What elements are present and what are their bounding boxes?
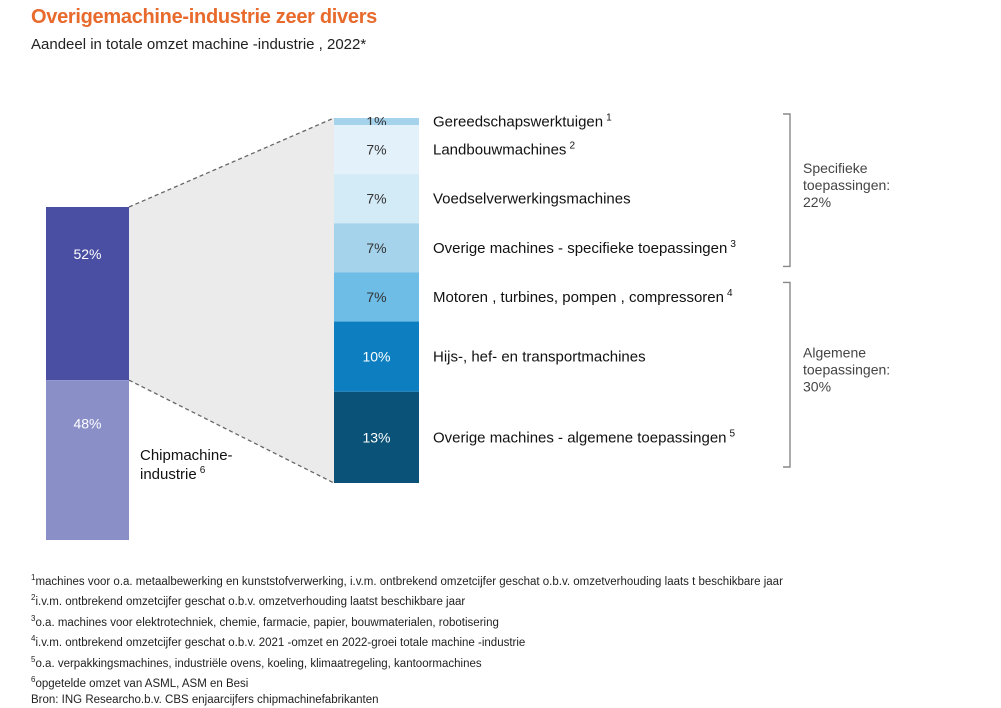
chart-subtitle: Aandeel in totale omzet machine -industr… — [31, 36, 367, 53]
right-bar-segment-4 — [334, 223, 419, 273]
left-bar-value-label: 52% — [73, 246, 101, 262]
left-category-label: Chipmachine- — [140, 447, 233, 464]
group-label: Specifieke — [803, 160, 868, 176]
right-category-label: Landbouwmachines 2 — [433, 141, 575, 159]
footnote-text: Bron: ING Researcho.b.v. CBS enjaarcijfe… — [31, 693, 379, 706]
right-bar-value-label: 7% — [366, 142, 386, 158]
group-label: toepassingen: — [803, 362, 890, 378]
chart-title: Overigemachine-industrie zeer divers — [31, 6, 378, 28]
group-label: 30% — [803, 379, 831, 395]
footnote-text: o.a. verpakkingsmachines, industriële ov… — [35, 657, 482, 670]
group-label: Algemene — [803, 345, 866, 361]
footnote-line: 5o.a. verpakkingsmachines, industriële o… — [31, 652, 783, 672]
footnote-text: opgetelde omzet van ASML, ASM en Besi — [35, 677, 249, 690]
chart-area: 52%48%Machine-industrieexcl. chipmachine… — [46, 113, 890, 540]
funnel-connector — [129, 118, 334, 483]
footnote-line: 4i.v.m. ontbrekend omzetcijfer geschat o… — [31, 631, 783, 651]
footnote-line: 1machines voor o.a. metaalbewerking en k… — [31, 570, 783, 590]
right-bar-segment-6 — [334, 321, 419, 392]
footnote-line: 6opgetelde omzet van ASML, ASM en Besi — [31, 672, 783, 692]
footnote-marker: 5 — [31, 654, 36, 664]
right-bar-segment-2 — [334, 125, 419, 175]
group-label: 22% — [803, 194, 831, 210]
footnote-marker: 1 — [31, 573, 36, 582]
left-bar-segment-1 — [46, 207, 129, 381]
left-category-label: industrie 6 — [140, 465, 206, 483]
group-bracket — [783, 113, 791, 268]
footnote-marker: 6 — [31, 675, 36, 685]
group-bracket — [783, 281, 791, 468]
footnote-marker: 4 — [31, 634, 36, 644]
left-bar-segment-2 — [46, 380, 129, 540]
funnel-line-top — [128, 117, 335, 208]
footnote-text: i.v.m. ontbrekend omzetcijfer geschat o.… — [35, 596, 466, 609]
footnote-text: machines voor o.a. metaalbewerking en ku… — [35, 575, 783, 588]
right-bar-value-label: 7% — [366, 240, 386, 256]
left-bar-value-label: 48% — [73, 415, 101, 431]
right-bar-segment-7 — [334, 391, 419, 483]
funnel-line-bottom — [128, 379, 335, 484]
right-bar-segment-3 — [334, 174, 419, 224]
footnote-text: o.a. machines voor elektrotechniek, chem… — [35, 616, 499, 629]
footnote-marker: 3 — [31, 613, 36, 623]
right-category-label: Gereedschapswerktuigen 1 — [433, 113, 612, 131]
right-category-label: Voedselverwerkingsmachines — [433, 191, 631, 208]
right-bar-value-label: 13% — [362, 429, 390, 445]
footnotes: 1machines voor o.a. metaalbewerking en k… — [31, 570, 783, 708]
footnote-line: Bron: ING Researcho.b.v. CBS enjaarcijfe… — [31, 693, 783, 708]
right-category-label: Hijs-, hef- en transportmachines — [433, 349, 646, 366]
right-category-label: Overige machines - algemene toepassingen… — [433, 428, 736, 446]
right-category-label: Overige machines - specifieke toepassing… — [433, 239, 736, 257]
footnote-line: 3o.a. machines voor elektrotechniek, che… — [31, 611, 783, 631]
right-bar-value-label: 7% — [366, 289, 386, 305]
footnote-text: i.v.m. ontbrekend omzetcijfer geschat o.… — [35, 637, 526, 650]
right-bar-value-label: 7% — [366, 191, 386, 207]
footnote-line: 2i.v.m. ontbrekend omzetcijfer geschat o… — [31, 590, 783, 610]
footnote-marker: 2 — [31, 593, 36, 603]
right-category-label: Motoren , turbines, pompen , compressore… — [433, 288, 733, 306]
right-bar-value-label: 10% — [362, 349, 390, 365]
right-bar-segment-5 — [334, 272, 419, 322]
right-bar-segment-1 — [334, 118, 419, 126]
group-label: toepassingen: — [803, 177, 890, 193]
